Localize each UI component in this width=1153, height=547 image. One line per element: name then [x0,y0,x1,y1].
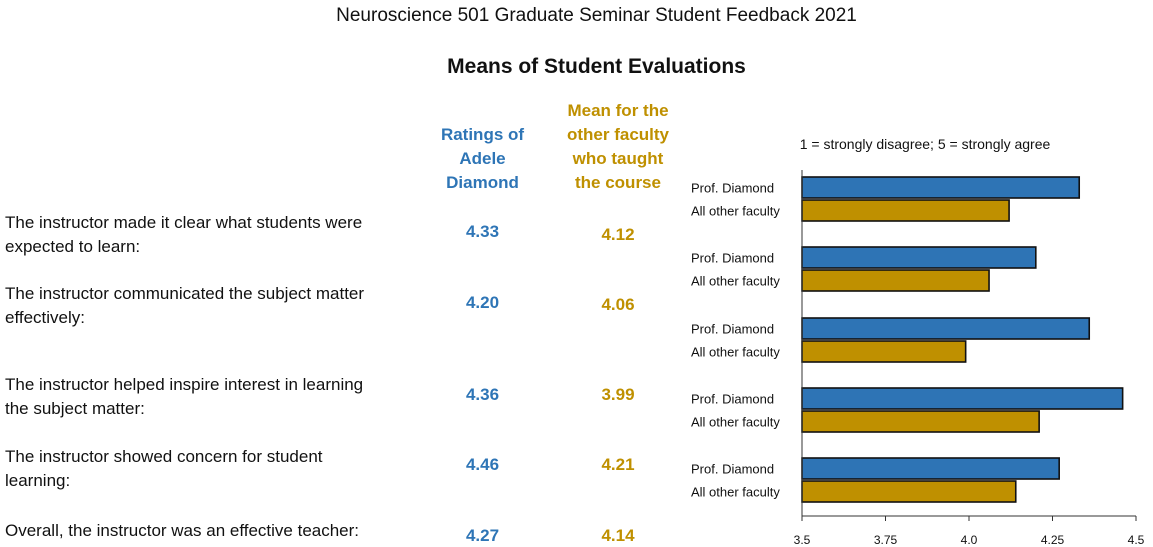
page-title: Neuroscience 501 Graduate Seminar Studen… [336,5,857,26]
statement-line: effectively: [5,308,86,327]
bar-series-label: Prof. Diamond [691,251,774,266]
statement-text: The instructor helped inspire interest i… [5,373,415,421]
x-tick-label: 4.5 [1128,533,1145,547]
diamond-rating-value: 4.36 [465,385,500,404]
diamond-bar [801,317,1091,340]
other-header-line: Mean for the [567,101,669,120]
other-faculty-mean-value: 4.14 [601,526,635,545]
statement-line: The instructor made it clear what studen… [5,213,363,232]
statement-line: The instructor communicated the subject … [5,284,365,303]
bar-series-label: All other faculty [691,415,780,430]
other-header-line: other faculty [566,125,670,144]
statement-line: The instructor helped inspire interest i… [5,375,364,394]
x-tick-label: 4.25 [1041,533,1065,547]
diamond-header-line: Diamond [446,173,519,192]
other-header-line: the course [575,173,661,192]
other-faculty-column-header: Mean for the other faculty who taught th… [548,99,688,195]
diamond-rating-value: 4.27 [465,526,500,545]
x-tick-label: 4.0 [961,533,978,547]
scale-note: 1 = strongly disagree; 5 = strongly agre… [799,136,1051,152]
statement-text: The instructor made it clear what studen… [5,211,415,259]
diamond-rating-value: 4.20 [465,293,500,312]
statement-line: learning: [5,471,71,490]
diamond-column-header: Ratings of Adele Diamond [425,123,540,195]
other-faculty-bar [801,410,1040,433]
other-faculty-mean-value: 4.12 [601,225,635,244]
x-tick-label: 3.5 [794,533,811,547]
bar-series-label: All other faculty [691,274,780,289]
diamond-header-line: Ratings of [440,125,525,144]
diamond-rating-value: 4.33 [465,222,500,241]
diamond-header-line: Adele [459,149,506,168]
bar-series-label: All other faculty [691,204,780,219]
bar-series-label: All other faculty [691,345,780,360]
statement-text: Overall, the instructor was an effective… [5,519,415,543]
section-title: Means of Student Evaluations [447,55,746,78]
diamond-rating-value: 4.46 [465,455,500,474]
statement-line: Overall, the instructor was an effective… [5,521,360,540]
bar-series-label: Prof. Diamond [691,392,774,407]
bar-series-label: Prof. Diamond [691,181,774,196]
x-tick-label: 3.75 [874,533,898,547]
statement-line: expected to learn: [5,237,141,256]
bar-series-label: All other faculty [691,485,780,500]
statement-line: The instructor showed concern for studen… [5,447,323,466]
other-faculty-mean-value: 4.21 [601,455,635,474]
diamond-bar [801,387,1124,410]
diamond-bar [801,246,1037,269]
statement-text: The instructor communicated the subject … [5,282,415,330]
diamond-bar [801,457,1060,480]
statement-text: The instructor showed concern for studen… [5,445,415,493]
bar-series-label: Prof. Diamond [691,322,774,337]
other-faculty-bar [801,480,1017,503]
bar-series-label: Prof. Diamond [691,462,774,477]
statement-line: the subject matter: [5,399,145,418]
other-faculty-mean-value: 3.99 [601,385,635,404]
diamond-bar [801,176,1081,199]
other-faculty-bar [801,269,990,292]
other-faculty-mean-value: 4.06 [601,295,635,314]
other-faculty-bar [801,199,1010,222]
other-faculty-bar [801,340,967,363]
other-header-line: who taught [572,149,664,168]
